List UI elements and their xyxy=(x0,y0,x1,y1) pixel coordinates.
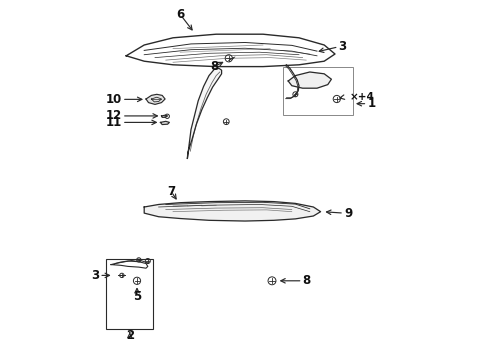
Polygon shape xyxy=(160,121,170,125)
Text: 11: 11 xyxy=(106,116,122,129)
Bar xyxy=(106,259,153,329)
Polygon shape xyxy=(146,94,165,104)
Text: 7: 7 xyxy=(167,185,175,198)
Text: 2: 2 xyxy=(126,329,134,342)
Text: 8: 8 xyxy=(303,274,311,287)
Text: 9: 9 xyxy=(344,207,352,220)
Text: 6: 6 xyxy=(176,8,184,21)
Polygon shape xyxy=(288,72,331,88)
Text: 5: 5 xyxy=(133,291,141,303)
Text: 12: 12 xyxy=(106,109,122,122)
Text: 1: 1 xyxy=(368,97,375,110)
Polygon shape xyxy=(162,115,168,117)
Polygon shape xyxy=(144,201,320,221)
Text: 3: 3 xyxy=(339,40,347,53)
Text: 10: 10 xyxy=(106,93,122,106)
Bar xyxy=(283,67,353,115)
Text: ×+4: ×+4 xyxy=(349,92,374,102)
Text: 3: 3 xyxy=(91,269,99,282)
Text: 8: 8 xyxy=(210,60,219,73)
Polygon shape xyxy=(187,68,221,158)
